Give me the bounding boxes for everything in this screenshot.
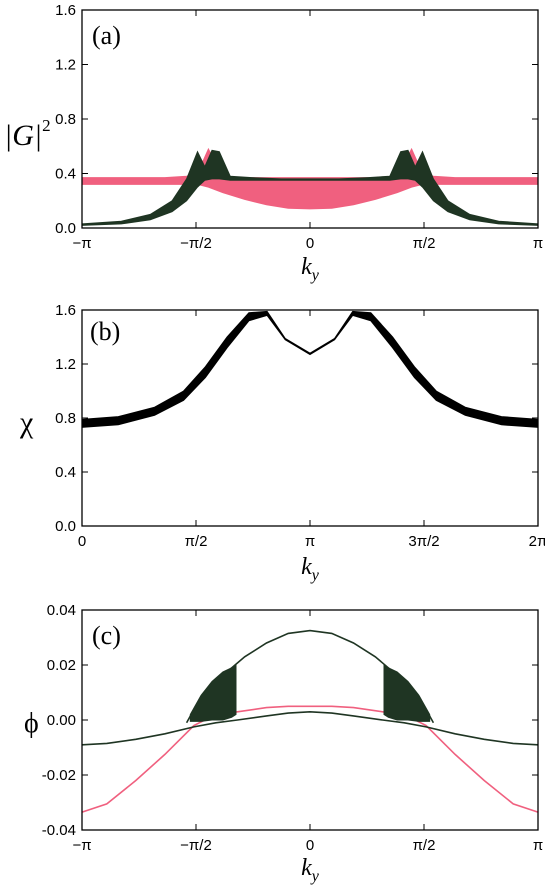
- y-tick-label: 1.2: [55, 57, 76, 74]
- panel-b: 0 π/2 π 3π/2 2π 0.0 0.4 0.8 1.2 1.6 (b) ky χ: [19, 302, 545, 584]
- y-tick-label: 0.00: [47, 712, 76, 729]
- x-tick-label: 2π: [529, 533, 545, 550]
- series-dark_green-3: [189, 664, 237, 722]
- plot-frame: [81, 309, 539, 527]
- series-pink-0: [81, 705, 539, 813]
- y-axis-label: χ: [19, 406, 34, 439]
- y-tick-label: 0.0: [55, 518, 76, 535]
- x-tick-label: π/2: [413, 837, 436, 854]
- y-tick-label: 0.4: [55, 464, 76, 481]
- panel-label: (a): [92, 21, 121, 50]
- x-tick-label: −π: [72, 837, 91, 854]
- y-tick-label: 0.8: [55, 111, 76, 128]
- x-tick-label: π: [533, 235, 543, 252]
- x-axis-label: ky: [301, 554, 320, 584]
- series-black-0: [81, 310, 539, 428]
- x-tick-label: π/2: [185, 533, 208, 550]
- y-axis-label: |G|2: [4, 116, 51, 152]
- x-tick-label: −π/2: [180, 235, 212, 252]
- y-tick-label: 0.04: [47, 602, 76, 619]
- y-tick-label: 0.4: [55, 166, 76, 183]
- panel-c: −π −π/2 0 π/2 π -0.04 -0.02 0.00 0.02 0.04 (c) ky ϕ: [24, 602, 543, 885]
- series-dark_green-1: [82, 710, 538, 746]
- x-axis-label: ky: [301, 254, 320, 284]
- y-tick-label: -0.02: [42, 767, 76, 784]
- y-tick-label: 0.0: [55, 220, 76, 237]
- panel-label: (c): [92, 621, 121, 650]
- plot-frame: [81, 609, 539, 831]
- x-tick-label: π: [533, 837, 543, 854]
- y-tick-label: 1.6: [55, 2, 76, 19]
- y-tick-label: 0.8: [55, 410, 76, 427]
- x-tick-label: 3π/2: [408, 533, 439, 550]
- y-tick-label: 1.6: [55, 302, 76, 319]
- x-tick-label: −π: [72, 235, 91, 252]
- x-tick-label: 0: [78, 533, 86, 550]
- y-tick-label: 0.02: [47, 657, 76, 674]
- panel-a: −π −π/2 0 π/2 π 0.0 0.4 0.8 1.2 1.6 (a) ky |G|2: [4, 2, 543, 284]
- x-tick-label: π: [305, 533, 315, 550]
- y-axis-label: ϕ: [24, 708, 39, 739]
- x-tick-label: −π/2: [180, 837, 212, 854]
- series-dark_green-4: [383, 664, 431, 722]
- panel-label: (b): [90, 317, 120, 346]
- x-tick-label: π/2: [413, 235, 436, 252]
- y-tick-label: -0.04: [42, 822, 76, 839]
- y-tick-label: 1.2: [55, 356, 76, 373]
- x-tick-label: 0: [306, 235, 314, 252]
- x-axis-label: ky: [301, 855, 320, 885]
- x-tick-label: 0: [306, 837, 314, 854]
